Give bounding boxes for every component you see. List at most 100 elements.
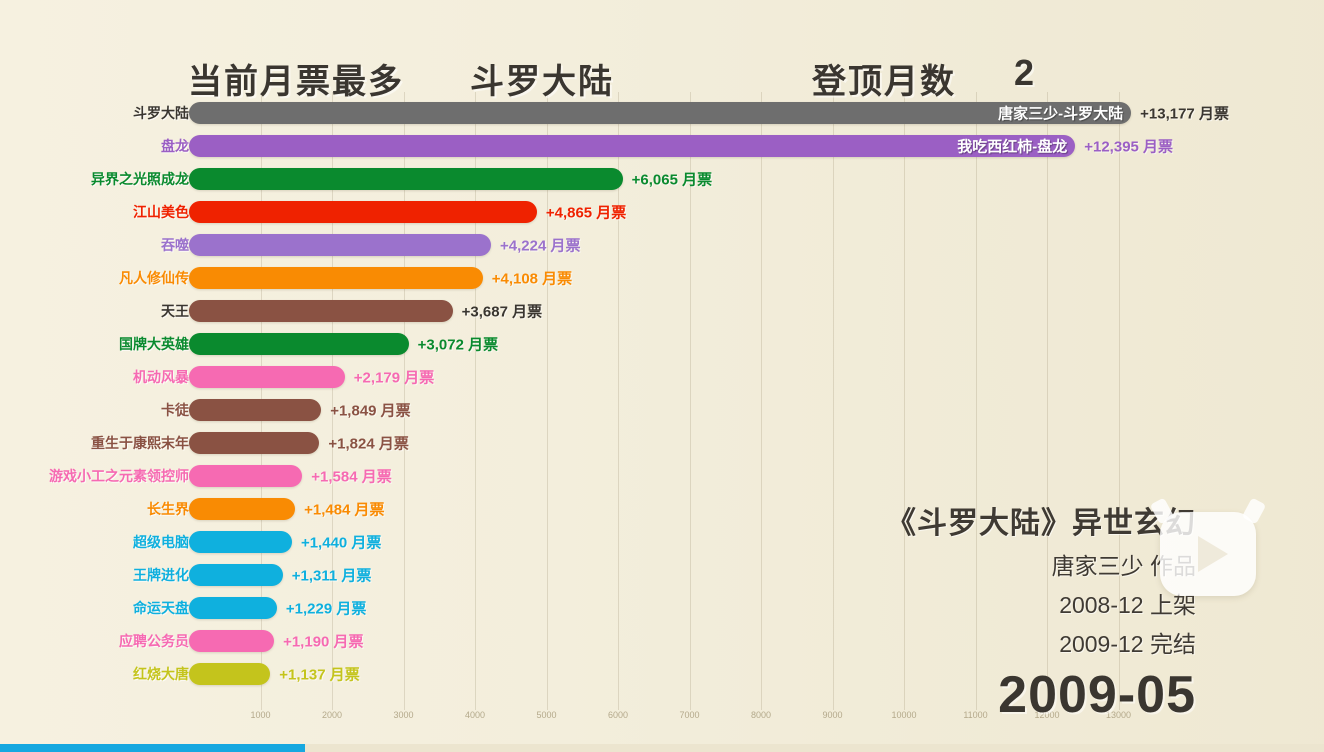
bar[interactable]: 唐家三少-斗罗大陆 [189, 101, 1132, 124]
bar[interactable] [189, 233, 492, 256]
bar-container: +1,229 月票 [189, 596, 366, 619]
bar-value-label: +1,849 月票 [330, 402, 411, 419]
axis-tick-label: 8000 [750, 710, 772, 720]
bar-value-label: +2,179 月票 [353, 369, 435, 386]
bar-row: 王牌进化 +1,311 月票 [0, 558, 1324, 591]
axis-tick-label: 7000 [679, 710, 700, 720]
bar[interactable] [189, 398, 322, 421]
bar-container: +1,137 月票 [189, 662, 360, 685]
novel-title: 《斗罗大陆》异世玄幻 [886, 507, 1196, 540]
bar[interactable] [189, 563, 283, 586]
axis-tick-label: 13000 [1105, 710, 1132, 720]
bar-row: 江山美色 +4,865 月票 [0, 195, 1324, 228]
novel-finished: 2009-12 完结 [1059, 631, 1196, 657]
bar-category-label: 异界之光照成龙 [91, 170, 189, 187]
bar-row: 长生界 +1,484 月票 [0, 492, 1324, 525]
bar-row: 盘龙 我吃西红柿-盘龙 +12,395 月票 [0, 129, 1324, 162]
bar-container: 我吃西红柿-盘龙 +12,395 月票 [189, 134, 1173, 157]
axis-tick-label: 10000 [891, 710, 917, 720]
bar-row: 重生于康熙末年 +1,824 月票 [0, 426, 1324, 459]
bar-value-label: +4,865 月票 [545, 204, 627, 221]
bar[interactable] [189, 200, 537, 223]
bar-category-label: 重生于康熙末年 [91, 434, 189, 451]
bar-category-label: 超级电脑 [133, 533, 189, 550]
bar-inline-label: 我吃西红柿-盘龙 [957, 138, 1068, 155]
bar-category-label: 王牌进化 [133, 566, 189, 583]
youtube-play-icon [1160, 512, 1256, 596]
bar[interactable] [189, 530, 292, 553]
bar-container: +4,865 月票 [189, 200, 626, 223]
axis-tick-label: 5000 [536, 710, 557, 720]
bar-row: 红烧大唐 +1,137 月票 [0, 657, 1324, 690]
axis-tick-label: 9000 [822, 710, 843, 720]
bar-category-label: 游戏小工之元素领控师 [49, 467, 189, 484]
bar-row: 超级电脑 +1,440 月票 [0, 525, 1324, 558]
bar-category-label: 命运天盘 [133, 599, 189, 616]
bar-container: +1,190 月票 [189, 629, 364, 652]
bar-value-label: +3,072 月票 [417, 336, 499, 353]
bar[interactable] [189, 167, 623, 190]
bar[interactable] [189, 431, 320, 454]
stat-value-top-novel: 斗罗大陆 [470, 63, 614, 101]
bar[interactable] [189, 464, 303, 487]
bar[interactable] [189, 266, 483, 289]
bar-container: +1,484 月票 [189, 497, 385, 520]
bar-category-label: 应聘公务员 [119, 632, 189, 649]
bar-row: 凡人修仙传 +4,108 月票 [0, 261, 1324, 294]
novel-author: 唐家三少 作品 [1051, 553, 1196, 579]
bar-value-label: +1,584 月票 [311, 468, 392, 485]
bar-row: 游戏小工之元素领控师 +1,584 月票 [0, 459, 1324, 492]
bar-value-label: +1,229 月票 [285, 600, 367, 617]
bar-row: 天王 +3,687 月票 [0, 294, 1324, 327]
bar-row: 应聘公务员 +1,190 月票 [0, 624, 1324, 657]
bar-inline-label: 唐家三少-斗罗大陆 [998, 105, 1124, 122]
bar-value-label: +4,224 月票 [500, 237, 581, 254]
bar-row: 机动风暴 +2,179 月票 [0, 360, 1324, 393]
bar-category-label: 机动风暴 [133, 368, 189, 385]
novel-published: 2008-12 上架 [1059, 592, 1196, 618]
bar-row: 吞噬 +4,224 月票 [0, 228, 1324, 261]
bar-value-label: +3,687 月票 [461, 303, 543, 320]
bar-container: +1,311 月票 [189, 563, 371, 586]
bar[interactable] [189, 596, 277, 619]
bar-category-label: 吞噬 [161, 236, 189, 253]
bar[interactable] [189, 299, 453, 322]
stat-value-months-at-top: 2 [1014, 52, 1037, 93]
current-date: 2009-05 [998, 666, 1196, 724]
bar-category-label: 斗罗大陆 [133, 104, 189, 121]
bar-row: 斗罗大陆 唐家三少-斗罗大陆 +13,177 月票 [0, 96, 1324, 129]
bar-category-label: 盘龙 [161, 137, 189, 154]
bar[interactable]: 我吃西红柿-盘龙 [189, 134, 1076, 157]
x-axis: 1000 2000 3000 4000 5000 6000 7000 8000 9000 1000… [0, 710, 1324, 732]
bar-category-label: 凡人修仙传 [119, 269, 189, 286]
bar-value-label: +6,065 月票 [631, 171, 713, 188]
bar[interactable] [189, 629, 275, 652]
bar[interactable] [189, 662, 271, 685]
bar-container: 唐家三少-斗罗大陆 +13,177 月票 [189, 101, 1229, 124]
bar[interactable] [189, 497, 296, 520]
axis-tick-label: 4000 [464, 710, 486, 720]
video-progress-bar[interactable] [0, 744, 1324, 752]
bar-container: +1,849 月票 [189, 398, 411, 421]
bar[interactable] [189, 365, 345, 388]
bar-value-label: +1,824 月票 [328, 435, 409, 452]
stat-label-months-at-top: 登顶月数 [812, 63, 956, 101]
play-triangle-icon [1198, 536, 1228, 572]
bar[interactable] [189, 332, 409, 355]
bar-row: 卡徒 +1,849 月票 [0, 393, 1324, 426]
bar-category-label: 卡徒 [161, 401, 189, 418]
bar-container: +2,179 月票 [189, 365, 434, 388]
axis-tick-label: 11000 [963, 710, 988, 720]
bar-value-label: +1,311 月票 [291, 567, 372, 584]
bar-container: +1,440 月票 [189, 530, 381, 553]
bar-category-label: 长生界 [147, 500, 189, 517]
axis-tick-label: 6000 [607, 710, 629, 720]
bar-value-label: +1,484 月票 [304, 501, 385, 518]
video-progress-fill [0, 744, 305, 752]
bar-row: 异界之光照成龙 +6,065 月票 [0, 162, 1324, 195]
bar-category-label: 天王 [161, 302, 189, 319]
axis-tick-label: 3000 [393, 710, 414, 720]
axis-tick-label: 1000 [250, 710, 271, 720]
header-stats: 当前月票最多 斗罗大陆 登顶月数 2 [0, 24, 1324, 101]
bar-container: +6,065 月票 [189, 167, 712, 190]
